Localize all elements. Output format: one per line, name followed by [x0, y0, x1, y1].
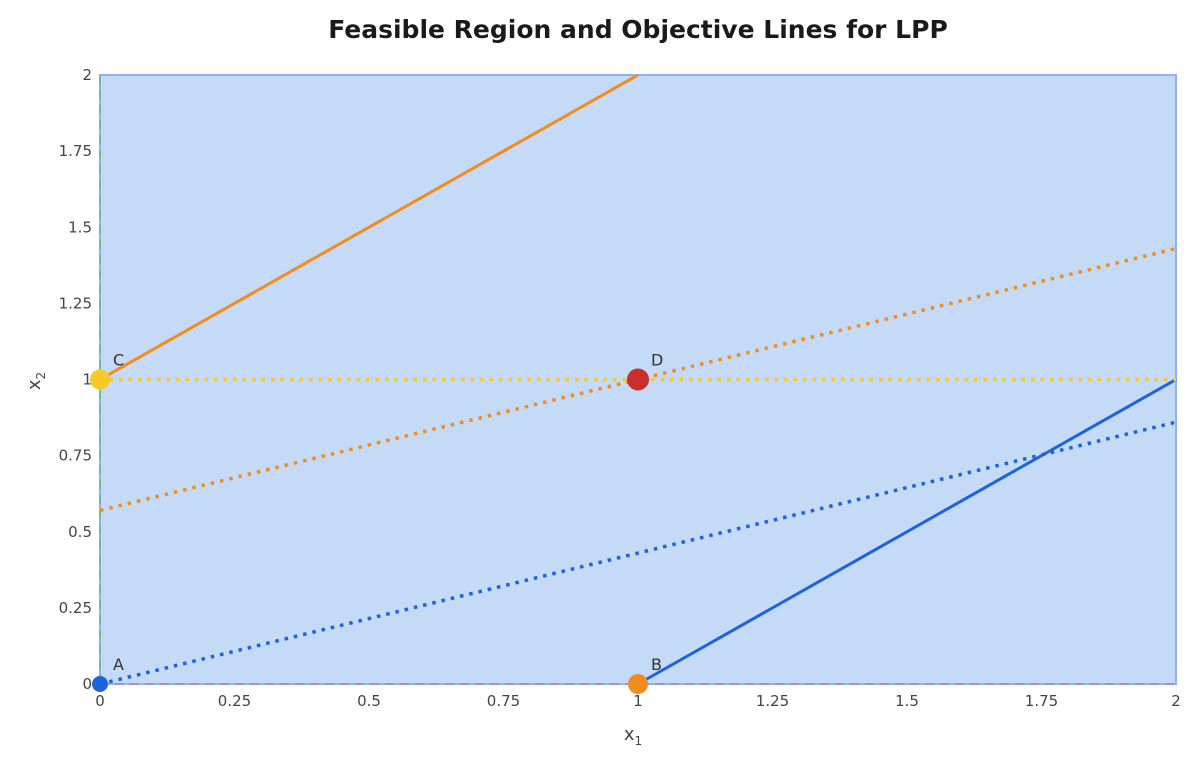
x-tick-labels: 0 0.25 0.5 0.75 1 1.25 1.5 1.75 2: [95, 692, 1181, 710]
y-tick-label: 1.75: [59, 142, 92, 160]
x-tick-label: 1.25: [756, 692, 789, 710]
x-tick-label: 1.5: [895, 692, 919, 710]
x-axis-label: x1: [624, 724, 642, 748]
y-tick-label: 1.25: [59, 294, 92, 312]
series-line-7: [99, 420, 1177, 686]
y-tick-label: 1.5: [68, 218, 92, 236]
plot-area: A B C D: [90, 73, 1177, 694]
x-tick-label: 0: [95, 692, 105, 710]
point-a-label: A: [113, 655, 124, 674]
x-tick-label: 2: [1171, 692, 1181, 710]
point-c-label: C: [113, 351, 124, 370]
y-tick-label: 0.25: [59, 599, 92, 617]
y-tick-label: 1: [82, 371, 92, 389]
series-line-3: [99, 73, 639, 381]
point-b: [628, 674, 648, 694]
point-b-label: B: [651, 655, 662, 674]
y-tick-label: 0: [82, 675, 92, 693]
x-tick-label: 1: [633, 692, 643, 710]
y-tick-labels: 0 0.25 0.5 0.75 1 1.25 1.5 1.75 2: [59, 66, 92, 693]
point-d: [627, 368, 649, 391]
point-d-label: D: [651, 351, 663, 370]
x-tick-label: 0.5: [357, 692, 381, 710]
x-tick-label: 0.25: [218, 692, 251, 710]
chart-title: Feasible Region and Objective Lines for …: [328, 15, 948, 44]
y-tick-label: 2: [82, 66, 92, 84]
x-tick-label: 1.75: [1025, 692, 1058, 710]
y-axis-label: x2: [24, 372, 48, 390]
y-tick-label: 0.75: [59, 447, 92, 465]
x-tick-label: 0.75: [487, 692, 520, 710]
series-line-4: [637, 378, 1177, 686]
point-c: [90, 369, 110, 390]
y-tick-label: 0.5: [68, 523, 92, 541]
point-a: [92, 676, 108, 692]
